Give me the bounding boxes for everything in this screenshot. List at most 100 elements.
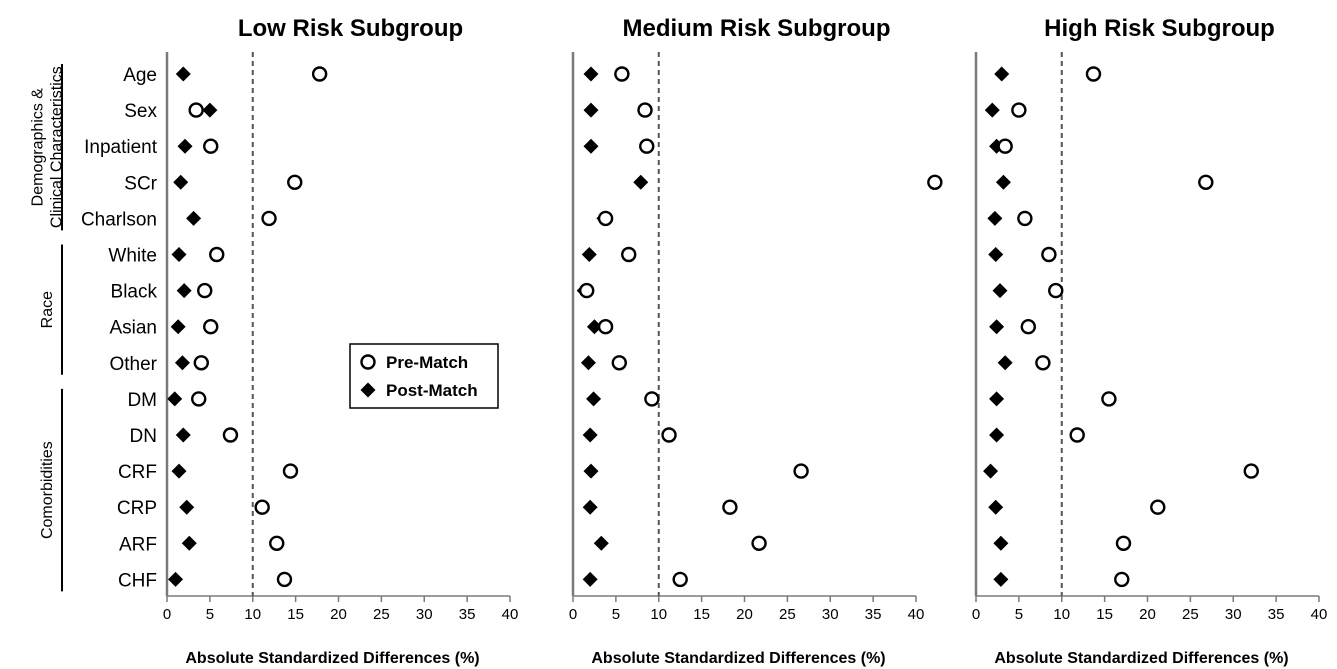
pre-match-point — [751, 535, 767, 551]
x-tick-label: 5 — [1015, 606, 1023, 623]
post-match-point — [989, 427, 1005, 443]
legend-pre-match-marker — [360, 354, 376, 370]
x-tick-label: 40 — [502, 606, 519, 623]
pre-match-point — [1035, 355, 1051, 371]
x-tick-label: 0 — [972, 606, 980, 623]
x-tick-label: 30 — [416, 606, 433, 623]
x-tick-label: 30 — [1225, 606, 1242, 623]
group-label: Clinical Characteristics — [49, 66, 66, 228]
pre-match-point — [191, 391, 207, 407]
post-match-point — [583, 463, 599, 479]
legend-box — [349, 343, 499, 409]
post-match-point — [989, 319, 1005, 335]
post-match-point — [582, 571, 598, 587]
row-label-scr: SCr — [124, 173, 157, 194]
post-match-point — [586, 391, 602, 407]
pre-match-point — [188, 102, 204, 118]
pre-match-point — [1069, 427, 1085, 443]
panels: Low Risk Subgroup 0 5 10 15 20 25 30 35 40 Absolut… — [163, 15, 1328, 667]
post-match-point — [580, 355, 596, 371]
x-tick-label: 35 — [865, 606, 882, 623]
x-tick-label: 5 — [612, 606, 620, 623]
post-match-point — [168, 571, 184, 587]
post-match-point — [582, 427, 598, 443]
row-label-dn: DN — [130, 426, 157, 447]
pre-match-point — [311, 66, 328, 82]
pre-match-point — [1085, 66, 1102, 82]
row-label-asian: Asian — [109, 318, 157, 339]
pre-match-point — [997, 138, 1013, 154]
pre-match-point — [1115, 535, 1132, 551]
pre-match-point — [637, 102, 653, 118]
pre-match-point — [611, 355, 628, 371]
post-match-point — [988, 499, 1004, 515]
row-label-sex: Sex — [124, 101, 157, 122]
post-match-point — [177, 138, 193, 154]
x-tick-label: 10 — [650, 606, 667, 623]
post-match-point — [988, 247, 1004, 262]
row-labels: Age Sex Inpatient SCr Charlson White Black Asia… — [81, 65, 158, 591]
x-tick-label: 20 — [1139, 606, 1156, 623]
post-match-point — [581, 247, 597, 262]
pre-match-point — [1243, 463, 1259, 479]
pre-match-point — [1101, 391, 1117, 407]
row-label-chf: CHF — [118, 570, 157, 591]
pre-match-point — [621, 246, 637, 263]
pre-match-point — [1048, 282, 1064, 299]
x-tick-label: 25 — [373, 606, 390, 623]
pre-match-point — [1198, 174, 1214, 191]
post-match-point — [186, 210, 202, 226]
post-match-point — [173, 174, 189, 190]
pre-match-point — [614, 66, 630, 82]
x-tick-label: 35 — [459, 606, 476, 623]
post-match-point — [993, 535, 1009, 551]
x-tick-label: 0 — [163, 606, 171, 623]
x-tick-label: 25 — [779, 606, 796, 623]
group-labels: Demographics & Clinical Characteristics Ra… — [30, 64, 66, 592]
post-match-point — [181, 535, 197, 551]
post-match-point — [582, 499, 598, 515]
pre-match-point — [579, 282, 595, 299]
panel-title: High Risk Subgroup — [1044, 15, 1275, 42]
post-match-point — [984, 102, 1000, 118]
post-match-point — [987, 210, 1003, 226]
post-match-point — [175, 66, 191, 82]
post-match-point — [995, 174, 1011, 190]
post-match-point — [175, 427, 191, 443]
group-label: Demographics & — [30, 88, 47, 207]
pre-match-point — [209, 246, 225, 263]
row-label-black: Black — [111, 282, 158, 303]
row-label-inpatient: Inpatient — [84, 137, 158, 158]
x-tick-label: 15 — [693, 606, 710, 623]
legend-post-match-label: Post-Match — [386, 381, 478, 400]
pre-match-point — [276, 571, 293, 588]
pre-match-point — [597, 319, 614, 335]
pre-match-point — [254, 499, 270, 515]
post-match-point — [633, 174, 649, 190]
x-tick-label: 35 — [1268, 606, 1285, 623]
x-tick-label: 20 — [330, 606, 347, 623]
post-match-point — [583, 102, 599, 118]
post-match-point — [989, 391, 1005, 407]
post-match-point — [994, 66, 1010, 82]
row-label-white: White — [108, 246, 157, 267]
pre-match-point — [639, 138, 655, 154]
pre-match-point — [597, 210, 614, 227]
pre-match-point — [282, 463, 299, 479]
x-tick-label: 15 — [287, 606, 304, 623]
pre-match-point — [644, 391, 660, 407]
post-match-point — [983, 463, 999, 479]
pre-match-point — [1011, 102, 1027, 118]
pre-match-point — [722, 499, 738, 515]
pre-match-point — [672, 571, 688, 588]
panel-title: Medium Risk Subgroup — [622, 15, 890, 42]
row-label-crp: CRP — [117, 498, 157, 519]
row-label-other: Other — [109, 354, 157, 375]
row-label-age: Age — [123, 65, 157, 86]
panel-2: High Risk Subgroup 0 5 10 15 20 25 30 35 40 Absolu… — [972, 15, 1328, 667]
pre-match-point — [261, 210, 277, 227]
post-match-point — [992, 283, 1008, 299]
x-tick-label: 30 — [822, 606, 839, 623]
post-match-point — [586, 319, 602, 335]
